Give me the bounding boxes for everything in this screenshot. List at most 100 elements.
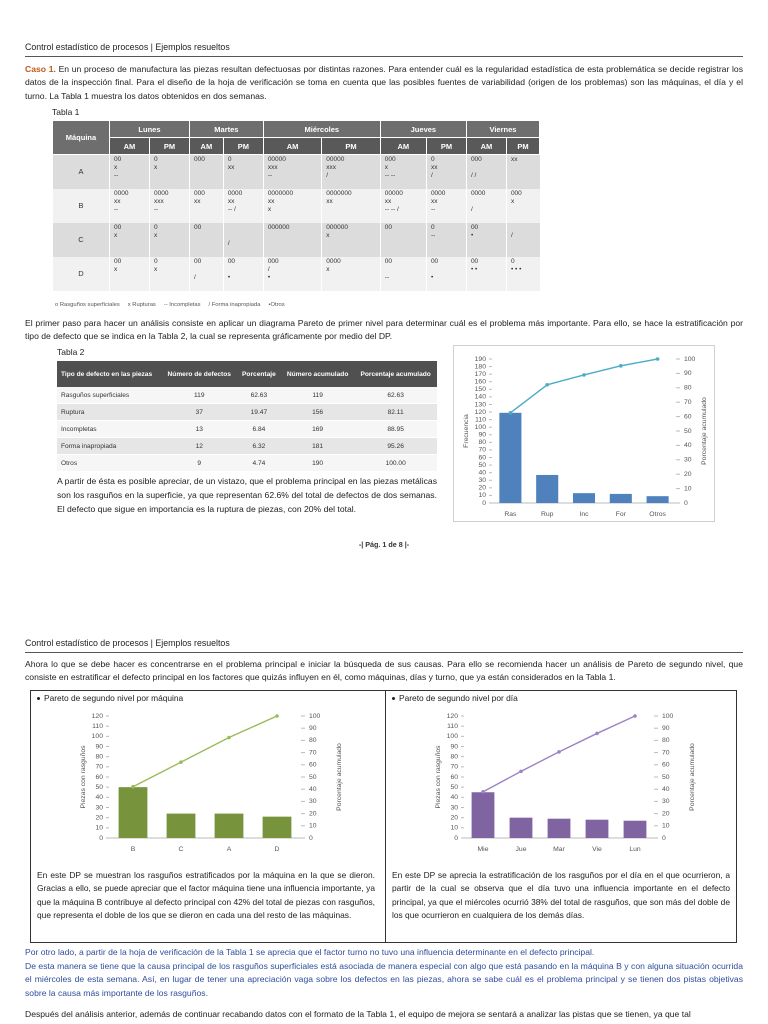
shift-header: PM (321, 137, 381, 155)
legend-item: x Rupturas (127, 302, 156, 308)
tally-cell: 0000 / (465, 189, 507, 223)
tally-cell: 0 x (148, 223, 190, 257)
tally-cell: 000 (188, 154, 224, 189)
bar (623, 820, 647, 838)
paragraph: Después del análisis anterior, además de… (25, 1009, 691, 1019)
y2-tick-label: 70 (684, 399, 692, 406)
bar (572, 493, 596, 503)
machine-cell: D (52, 257, 110, 291)
cumulative-line (509, 358, 658, 414)
table-cell: 190 (280, 454, 355, 472)
machine-cell: B (52, 189, 110, 223)
tally-cell: 0000 xx -- (108, 189, 150, 223)
cumulative-point (633, 714, 637, 718)
chart-title: Pareto de segundo nivel por día (399, 693, 518, 703)
y2-tick-label: 60 (684, 413, 692, 420)
y-tick-label: 20 (95, 814, 103, 821)
header-cell: Número de defectos (161, 361, 237, 387)
y-tick-label: 10 (450, 825, 458, 832)
y-tick-label: 120 (92, 713, 104, 720)
table-cell: 100.00 (354, 454, 437, 472)
y-tick-label: 130 (475, 401, 487, 408)
x-tick-label: A (227, 846, 232, 853)
x-tick-label: Mie (478, 846, 489, 853)
table-cell: 169 (280, 420, 355, 438)
y-tick-label: 30 (95, 804, 103, 811)
table-row: Ruptura 37 19.47 156 82.11 (57, 403, 437, 421)
table-row: A 00 x -- 0 x 000 0 xx 00000 xxx -- 00000 xxx … (52, 154, 540, 189)
tally-cell: 000 x -- -- (379, 154, 427, 189)
table-container: Tipo de defecto en las piezas Número de d… (57, 361, 437, 472)
table-cell: 119 (161, 387, 237, 404)
x-tick-label: B (131, 846, 136, 853)
table-legend: o Rasguños superficiales x Rupturas -- Inc… (55, 302, 293, 308)
y2-tick-label: 0 (309, 835, 313, 842)
y-tick-label: 120 (475, 409, 487, 416)
y2-axis-label: Porcentaje acumulado (701, 397, 708, 465)
y2-tick-label: 60 (309, 762, 317, 769)
header-row: Máquina Lunes Martes Miércoles Jueves Viernes (52, 120, 541, 155)
pareto-chart: 0 10 20 30 40 50 60 70 80 90 100 110 120 0 10 20 30 40 50 6… (80, 713, 343, 853)
y-tick-label: 50 (95, 784, 103, 791)
shift-header: AM (108, 137, 150, 155)
paragraph: Ahora lo que se debe hacer es concentrar… (25, 659, 743, 683)
bar (262, 816, 292, 838)
tally-cell: 0000000 xx (321, 189, 381, 223)
y-tick-label: 70 (95, 764, 103, 771)
y2-tick-label: 100 (309, 713, 321, 720)
tally-cell: 0000 xx -- / (222, 189, 264, 223)
y-tick-label: 60 (478, 454, 486, 461)
page-footer: -| Pág. 1 de 8 |- (358, 540, 410, 549)
table-row: B 0000 xx -- 0000 xxx -- 000 xx 0000 xx -- /… (52, 189, 540, 223)
table-cell: 13 (161, 420, 237, 438)
bar (536, 474, 559, 503)
header-cell: Número acumulado (280, 361, 355, 387)
y2-tick-label: 30 (684, 457, 692, 464)
table-row: Incompletas 13 6.84 169 88.95 (57, 420, 437, 438)
y2-tick-label: 90 (684, 370, 692, 377)
y-tick-label: 90 (95, 743, 103, 750)
table-cell: 4.74 (236, 454, 281, 472)
legend-item: -- Incompletas (163, 302, 201, 308)
bar (499, 412, 522, 503)
cumulative-point (595, 731, 599, 736)
y-tick-label: 60 (95, 774, 103, 781)
note: Por otro lado, a partir de la hoja de ve… (25, 947, 595, 957)
x-tick-label: Inc (579, 511, 589, 518)
day-header: Jueves (379, 120, 467, 138)
panel-text: En este DP se muestran los rasguños estr… (37, 870, 376, 921)
tally-cell: / (505, 223, 540, 257)
bar (585, 819, 609, 838)
case-paragraph: Caso 1. En un proceso de manufactura las… (25, 63, 743, 103)
y2-tick-label: 0 (684, 500, 688, 507)
table-cell: Forma inapropiada (57, 437, 162, 455)
tally-cell: 0000 xx -- (425, 189, 467, 223)
tally-cell: 00 • • (465, 257, 507, 291)
y-tick-label: 110 (475, 416, 486, 423)
y2-tick-label: 50 (684, 428, 692, 435)
y-tick-label: 150 (475, 386, 487, 393)
machine-cell: A (52, 154, 110, 189)
cumulative-point (655, 357, 660, 361)
y-tick-label: 100 (92, 733, 104, 740)
y-tick-label: 0 (482, 500, 486, 507)
y2-tick-label: 40 (309, 786, 317, 793)
y2-tick-label: 30 (309, 798, 317, 805)
bullet (37, 697, 40, 701)
tally-cell: 0 xx / (425, 154, 467, 189)
y-axis-label: Frecuencia (463, 414, 470, 448)
y-tick-label: 70 (478, 447, 486, 454)
paragraph: El primer paso para hacer un análisis co… (25, 318, 743, 342)
y2-tick-label: 70 (662, 749, 670, 756)
y2-tick-label: 60 (662, 762, 670, 769)
y-tick-label: 40 (450, 794, 458, 801)
y-tick-label: 110 (447, 723, 458, 730)
tally-cell: 0000 xxx -- (148, 189, 190, 223)
y2-tick-label: 90 (309, 725, 317, 732)
day-header: Lunes (108, 120, 190, 138)
y-tick-label: 20 (478, 485, 486, 492)
table-cell: Ruptura (57, 403, 162, 421)
